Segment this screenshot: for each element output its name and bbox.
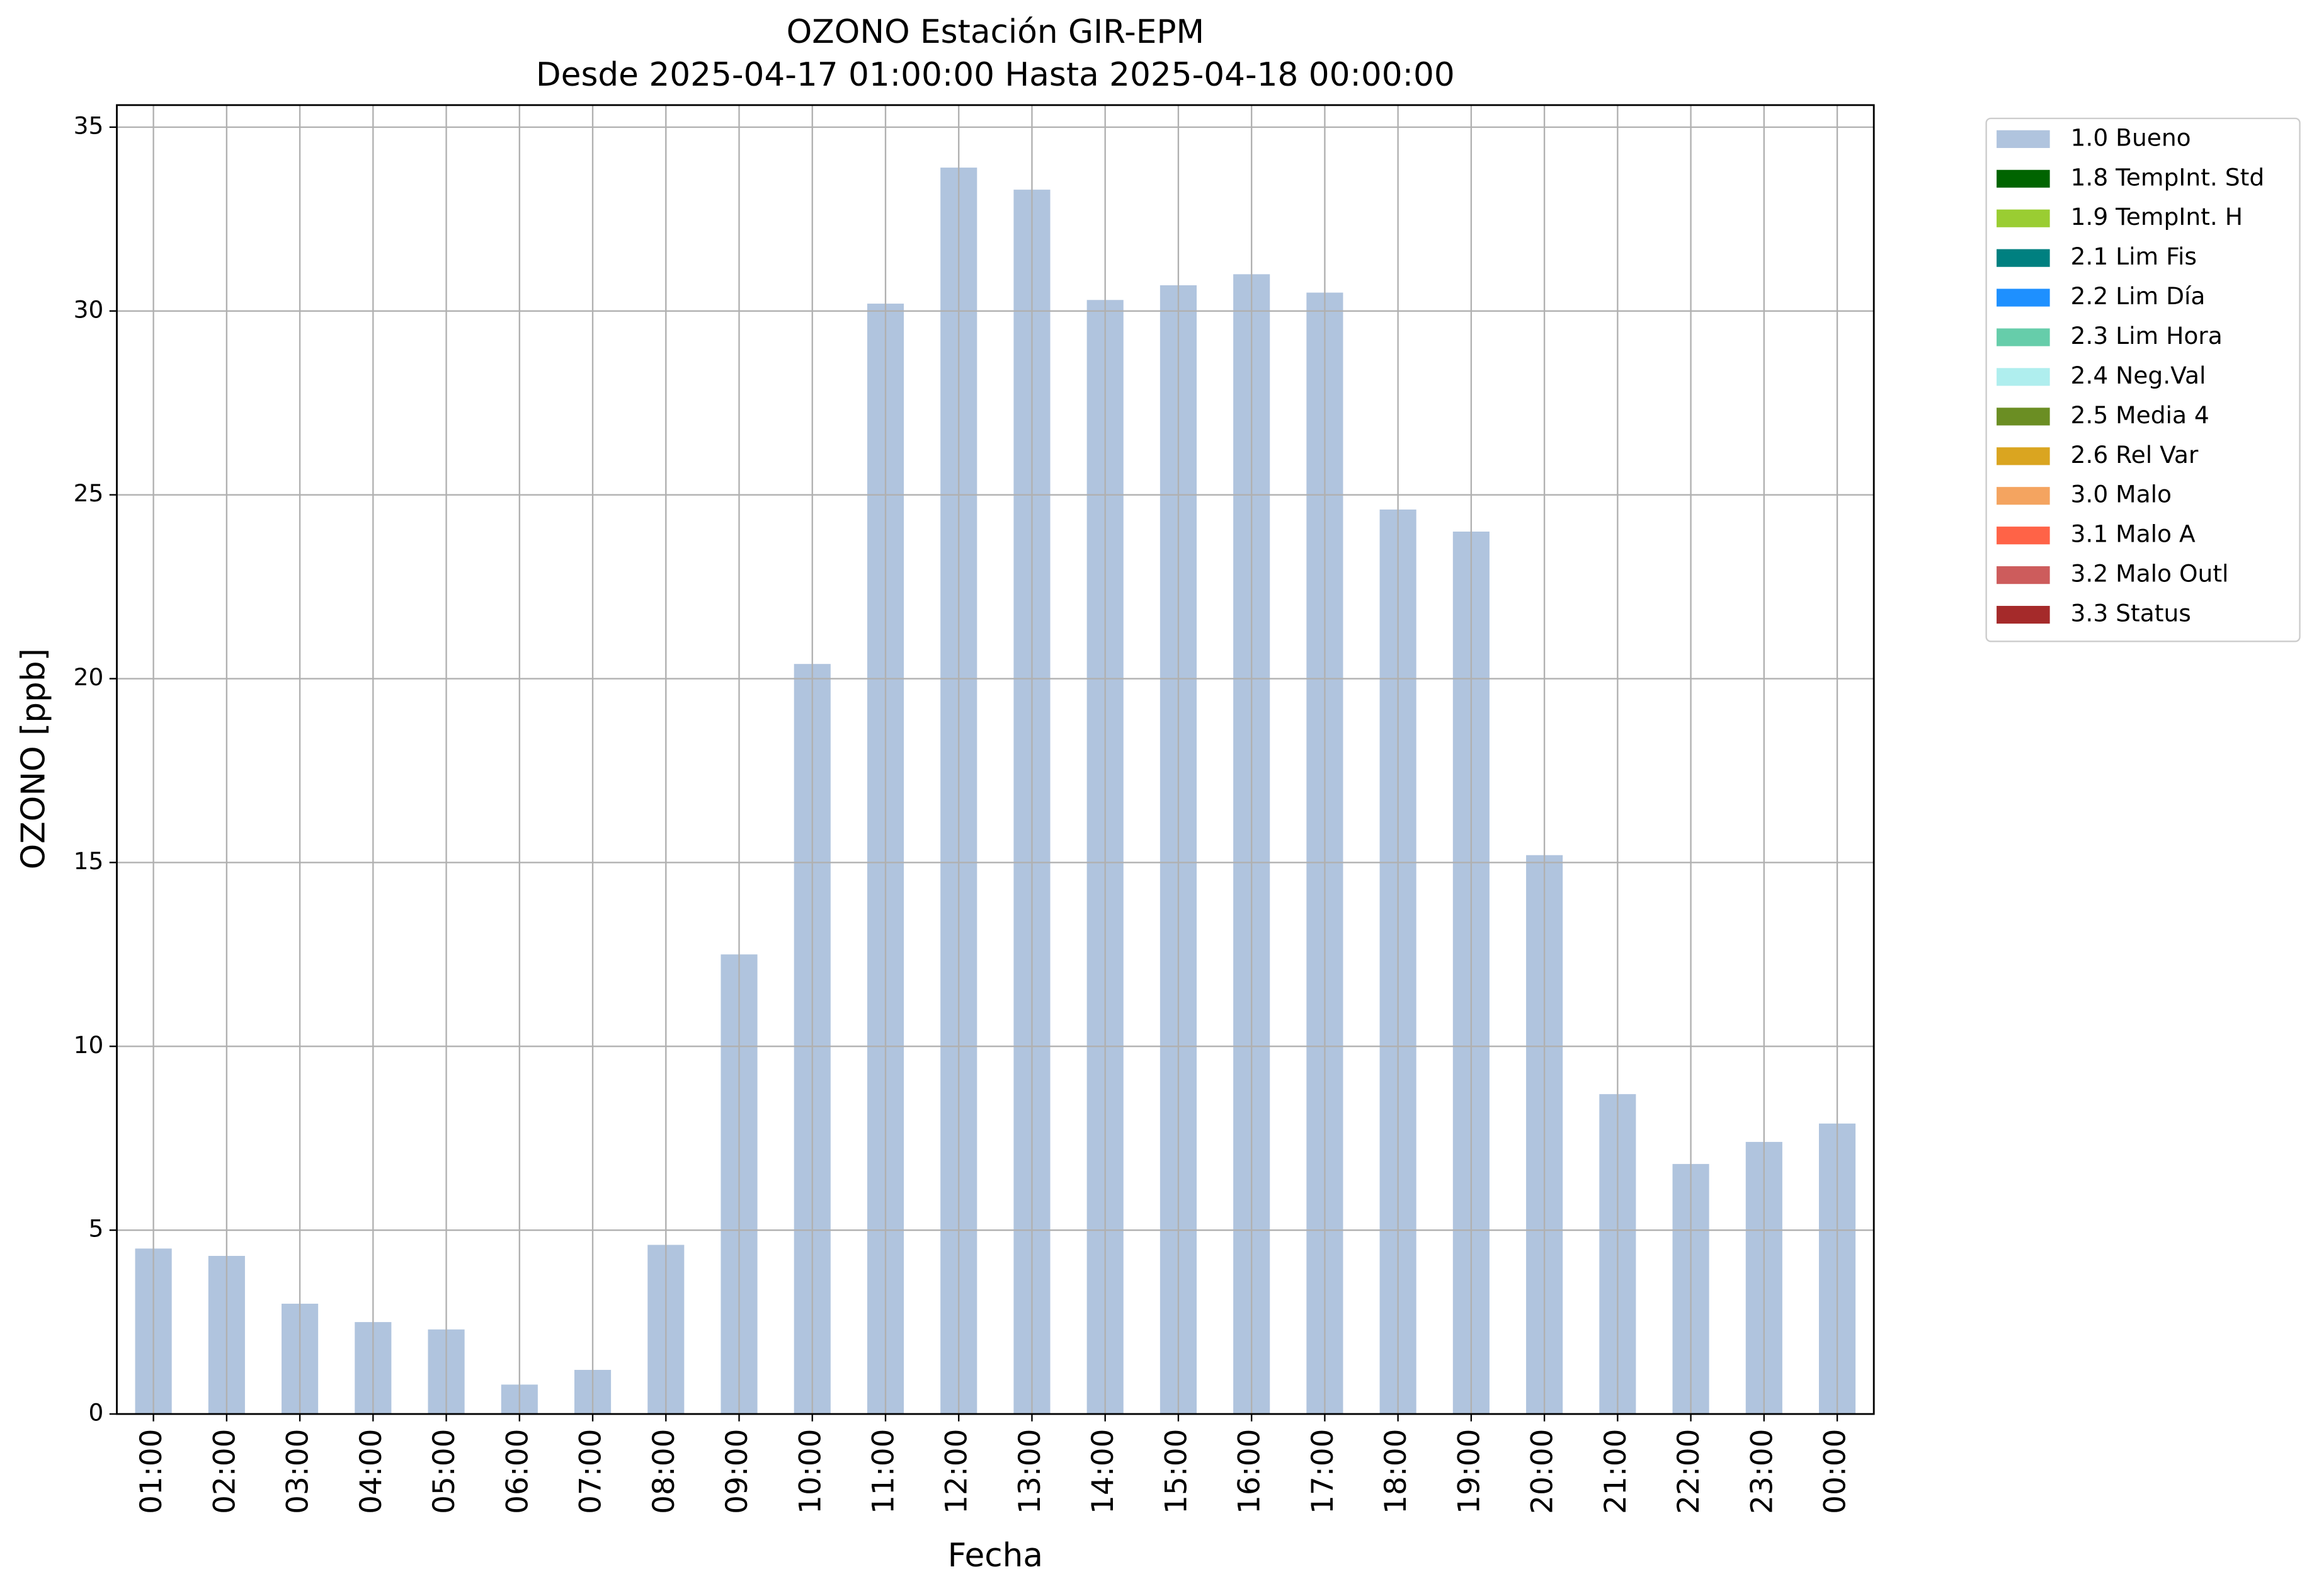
y-tick-label: 15 — [74, 847, 104, 875]
legend-swatch — [1997, 408, 2050, 426]
x-tick-label: 15:00 — [1159, 1429, 1194, 1514]
legend-swatch — [1997, 368, 2050, 386]
legend-label: 2.1 Lim Fis — [2071, 242, 2197, 270]
x-tick-label: 10:00 — [793, 1429, 828, 1514]
legend-swatch — [1997, 169, 2050, 188]
legend-swatch — [1997, 249, 2050, 267]
legend-swatch — [1997, 130, 2050, 148]
legend-label: 3.2 Malo Outl — [2071, 560, 2229, 588]
x-tick-label: 23:00 — [1745, 1429, 1779, 1514]
x-tick-label: 06:00 — [500, 1429, 535, 1514]
y-tick-label: 10 — [74, 1031, 104, 1059]
legend-box — [1985, 117, 2301, 642]
legend-swatch — [1997, 328, 2050, 346]
x-tick-label: 01:00 — [134, 1429, 169, 1514]
chart-subtitle: Desde 2025-04-17 01:00:00 Hasta 2025-04-… — [536, 56, 1455, 94]
x-tick-label: 13:00 — [1013, 1429, 1047, 1514]
legend-label: 3.0 Malo — [2071, 481, 2172, 508]
legend-swatch — [1997, 487, 2050, 505]
legend-label: 2.4 Neg.Val — [2071, 362, 2206, 389]
x-tick-label: 14:00 — [1086, 1429, 1120, 1514]
x-tick-label: 03:00 — [281, 1429, 316, 1514]
x-tick-label: 17:00 — [1306, 1429, 1340, 1514]
legend-swatch — [1997, 288, 2050, 307]
legend-label: 2.2 Lim Día — [2071, 282, 2206, 310]
legend-label: 3.3 Status — [2071, 600, 2191, 627]
legend-swatch — [1997, 605, 2050, 624]
plot-frame — [116, 104, 1875, 1415]
x-tick-label: 21:00 — [1598, 1429, 1633, 1514]
y-tick-label: 5 — [88, 1215, 103, 1243]
x-tick-label: 04:00 — [354, 1429, 389, 1514]
x-tick-label: 11:00 — [866, 1429, 901, 1514]
x-tick-label: 20:00 — [1525, 1429, 1560, 1514]
legend-swatch — [1997, 447, 2050, 465]
x-tick-label: 22:00 — [1672, 1429, 1706, 1514]
legend-label: 2.3 Lim Hora — [2071, 322, 2223, 350]
legend-label: 1.8 TempInt. Std — [2071, 163, 2265, 191]
chart-title: OZONO Estación GIR-EPM — [787, 13, 1204, 51]
x-tick-label: 19:00 — [1452, 1429, 1486, 1514]
y-tick-label: 25 — [74, 479, 104, 507]
legend-label: 2.6 Rel Var — [2071, 441, 2199, 469]
x-tick-label: 05:00 — [427, 1429, 462, 1514]
legend-label: 2.5 Media 4 — [2071, 401, 2209, 429]
x-tick-label: 16:00 — [1233, 1429, 1267, 1514]
x-tick-label: 02:00 — [207, 1429, 242, 1514]
y-tick-label: 35 — [74, 111, 104, 139]
legend-label: 1.0 Bueno — [2071, 123, 2191, 151]
legend-swatch — [1997, 566, 2050, 584]
x-tick-label: 00:00 — [1818, 1429, 1853, 1514]
legend-label: 3.1 Malo A — [2071, 520, 2196, 548]
y-tick-label: 30 — [74, 295, 104, 323]
y-tick-label: 20 — [74, 663, 104, 691]
x-tick-label: 08:00 — [647, 1429, 681, 1514]
legend-swatch — [1997, 527, 2050, 545]
legend-label: 1.9 TempInt. H — [2071, 203, 2243, 231]
x-axis-label: Fecha — [948, 1537, 1043, 1575]
x-tick-label: 07:00 — [574, 1429, 608, 1514]
y-tick-label: 0 — [88, 1399, 103, 1427]
x-tick-label: 09:00 — [720, 1429, 755, 1514]
y-axis-label: OZONO [ppb] — [14, 648, 52, 869]
x-tick-label: 18:00 — [1379, 1429, 1413, 1514]
legend-swatch — [1997, 209, 2050, 227]
x-tick-label: 12:00 — [940, 1429, 974, 1514]
